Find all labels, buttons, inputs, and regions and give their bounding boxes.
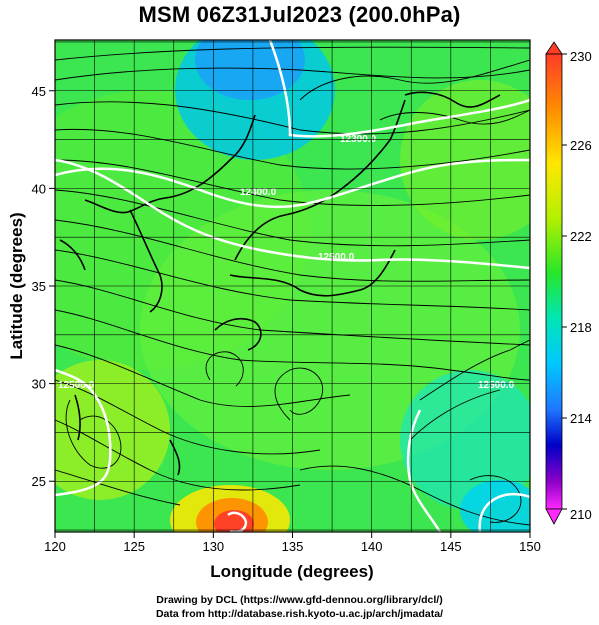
colorbar-max-arrow bbox=[545, 41, 563, 55]
colorbar-tick-label: 230 bbox=[570, 49, 592, 64]
y-axis-ticks: 25 30 35 40 45 bbox=[32, 84, 55, 489]
y-tick-label: 45 bbox=[32, 84, 46, 99]
x-tick-label: 145 bbox=[440, 539, 462, 554]
x-tick-label: 150 bbox=[519, 539, 541, 554]
colorbar-min-arrow bbox=[545, 508, 563, 525]
x-tick-label: 140 bbox=[361, 539, 383, 554]
x-tick-label: 125 bbox=[123, 539, 145, 554]
colorbar-tick-label: 226 bbox=[570, 138, 592, 153]
x-axis-title: Longitude (degrees) bbox=[210, 562, 373, 581]
colorbar: 230 226 222 218 214 210 bbox=[545, 41, 592, 525]
contour-label-2: 12400.0 bbox=[240, 187, 277, 198]
colorbar-tick-label: 222 bbox=[570, 229, 592, 244]
map-title: MSM 06Z31Jul2023 (200.0hPa) bbox=[138, 2, 461, 27]
x-tick-label: 130 bbox=[202, 539, 224, 554]
x-tick-label: 135 bbox=[282, 539, 304, 554]
y-tick-label: 25 bbox=[32, 474, 46, 489]
colorbar-tick-label: 214 bbox=[570, 411, 592, 426]
x-tick-label: 120 bbox=[44, 539, 66, 554]
y-tick-label: 30 bbox=[32, 377, 46, 392]
x-axis-ticks: 120 125 130 135 140 145 150 bbox=[44, 532, 541, 554]
colorbar-tick-label: 210 bbox=[570, 507, 592, 522]
colorbar-gradient bbox=[545, 53, 563, 510]
colorbar-tick-label: 218 bbox=[570, 320, 592, 335]
credit-data-source: Data from http://database.rish.kyoto-u.a… bbox=[155, 608, 444, 620]
temperature-shading bbox=[55, 40, 530, 532]
contour-label-4: 12500.0 bbox=[58, 380, 95, 391]
credit-drawing: Drawing by DCL (https://www.gfd-dennou.o… bbox=[156, 594, 443, 606]
y-axis-title: Latitude (degrees) bbox=[7, 212, 26, 359]
y-tick-label: 35 bbox=[32, 279, 46, 294]
coastlines bbox=[59, 91, 501, 476]
contour-label-5: 12500.0 bbox=[478, 380, 515, 391]
lat-lon-grid bbox=[54, 40, 531, 532]
contour-label-3: 12500.0 bbox=[318, 252, 355, 263]
y-tick-label: 40 bbox=[32, 181, 46, 196]
